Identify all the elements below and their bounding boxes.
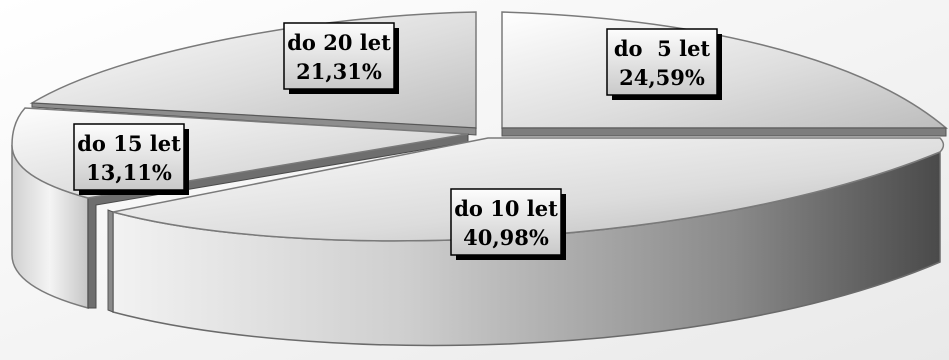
pie-slice-do-20-let-edge <box>31 102 477 136</box>
data-label-do-20-let-name: do 20 let <box>287 30 391 55</box>
data-label-do-10-let: do 10 let 40,98% <box>450 188 566 260</box>
data-label-do-20-let-value: 21,31% <box>296 59 382 84</box>
pie-slice-do-5-let-edge <box>501 127 947 137</box>
data-label-do-5-let: do 5 let 24,59% <box>606 28 722 100</box>
data-label-do-15-let-name: do 15 let <box>77 131 181 156</box>
data-label-do-10-let-value: 40,98% <box>463 225 549 250</box>
data-label-do-5-let-value: 24,59% <box>619 65 705 90</box>
data-label-do-20-let: do 20 let 21,31% <box>283 22 399 94</box>
data-label-do-10-let-name: do 10 let <box>454 196 558 221</box>
data-label-do-15-let-value: 13,11% <box>86 160 172 185</box>
pie-slice-do-10-let-cut <box>107 209 114 313</box>
data-label-do-5-let-name: do 5 let <box>614 36 711 61</box>
data-label-do-15-let: do 15 let 13,11% <box>73 123 189 195</box>
